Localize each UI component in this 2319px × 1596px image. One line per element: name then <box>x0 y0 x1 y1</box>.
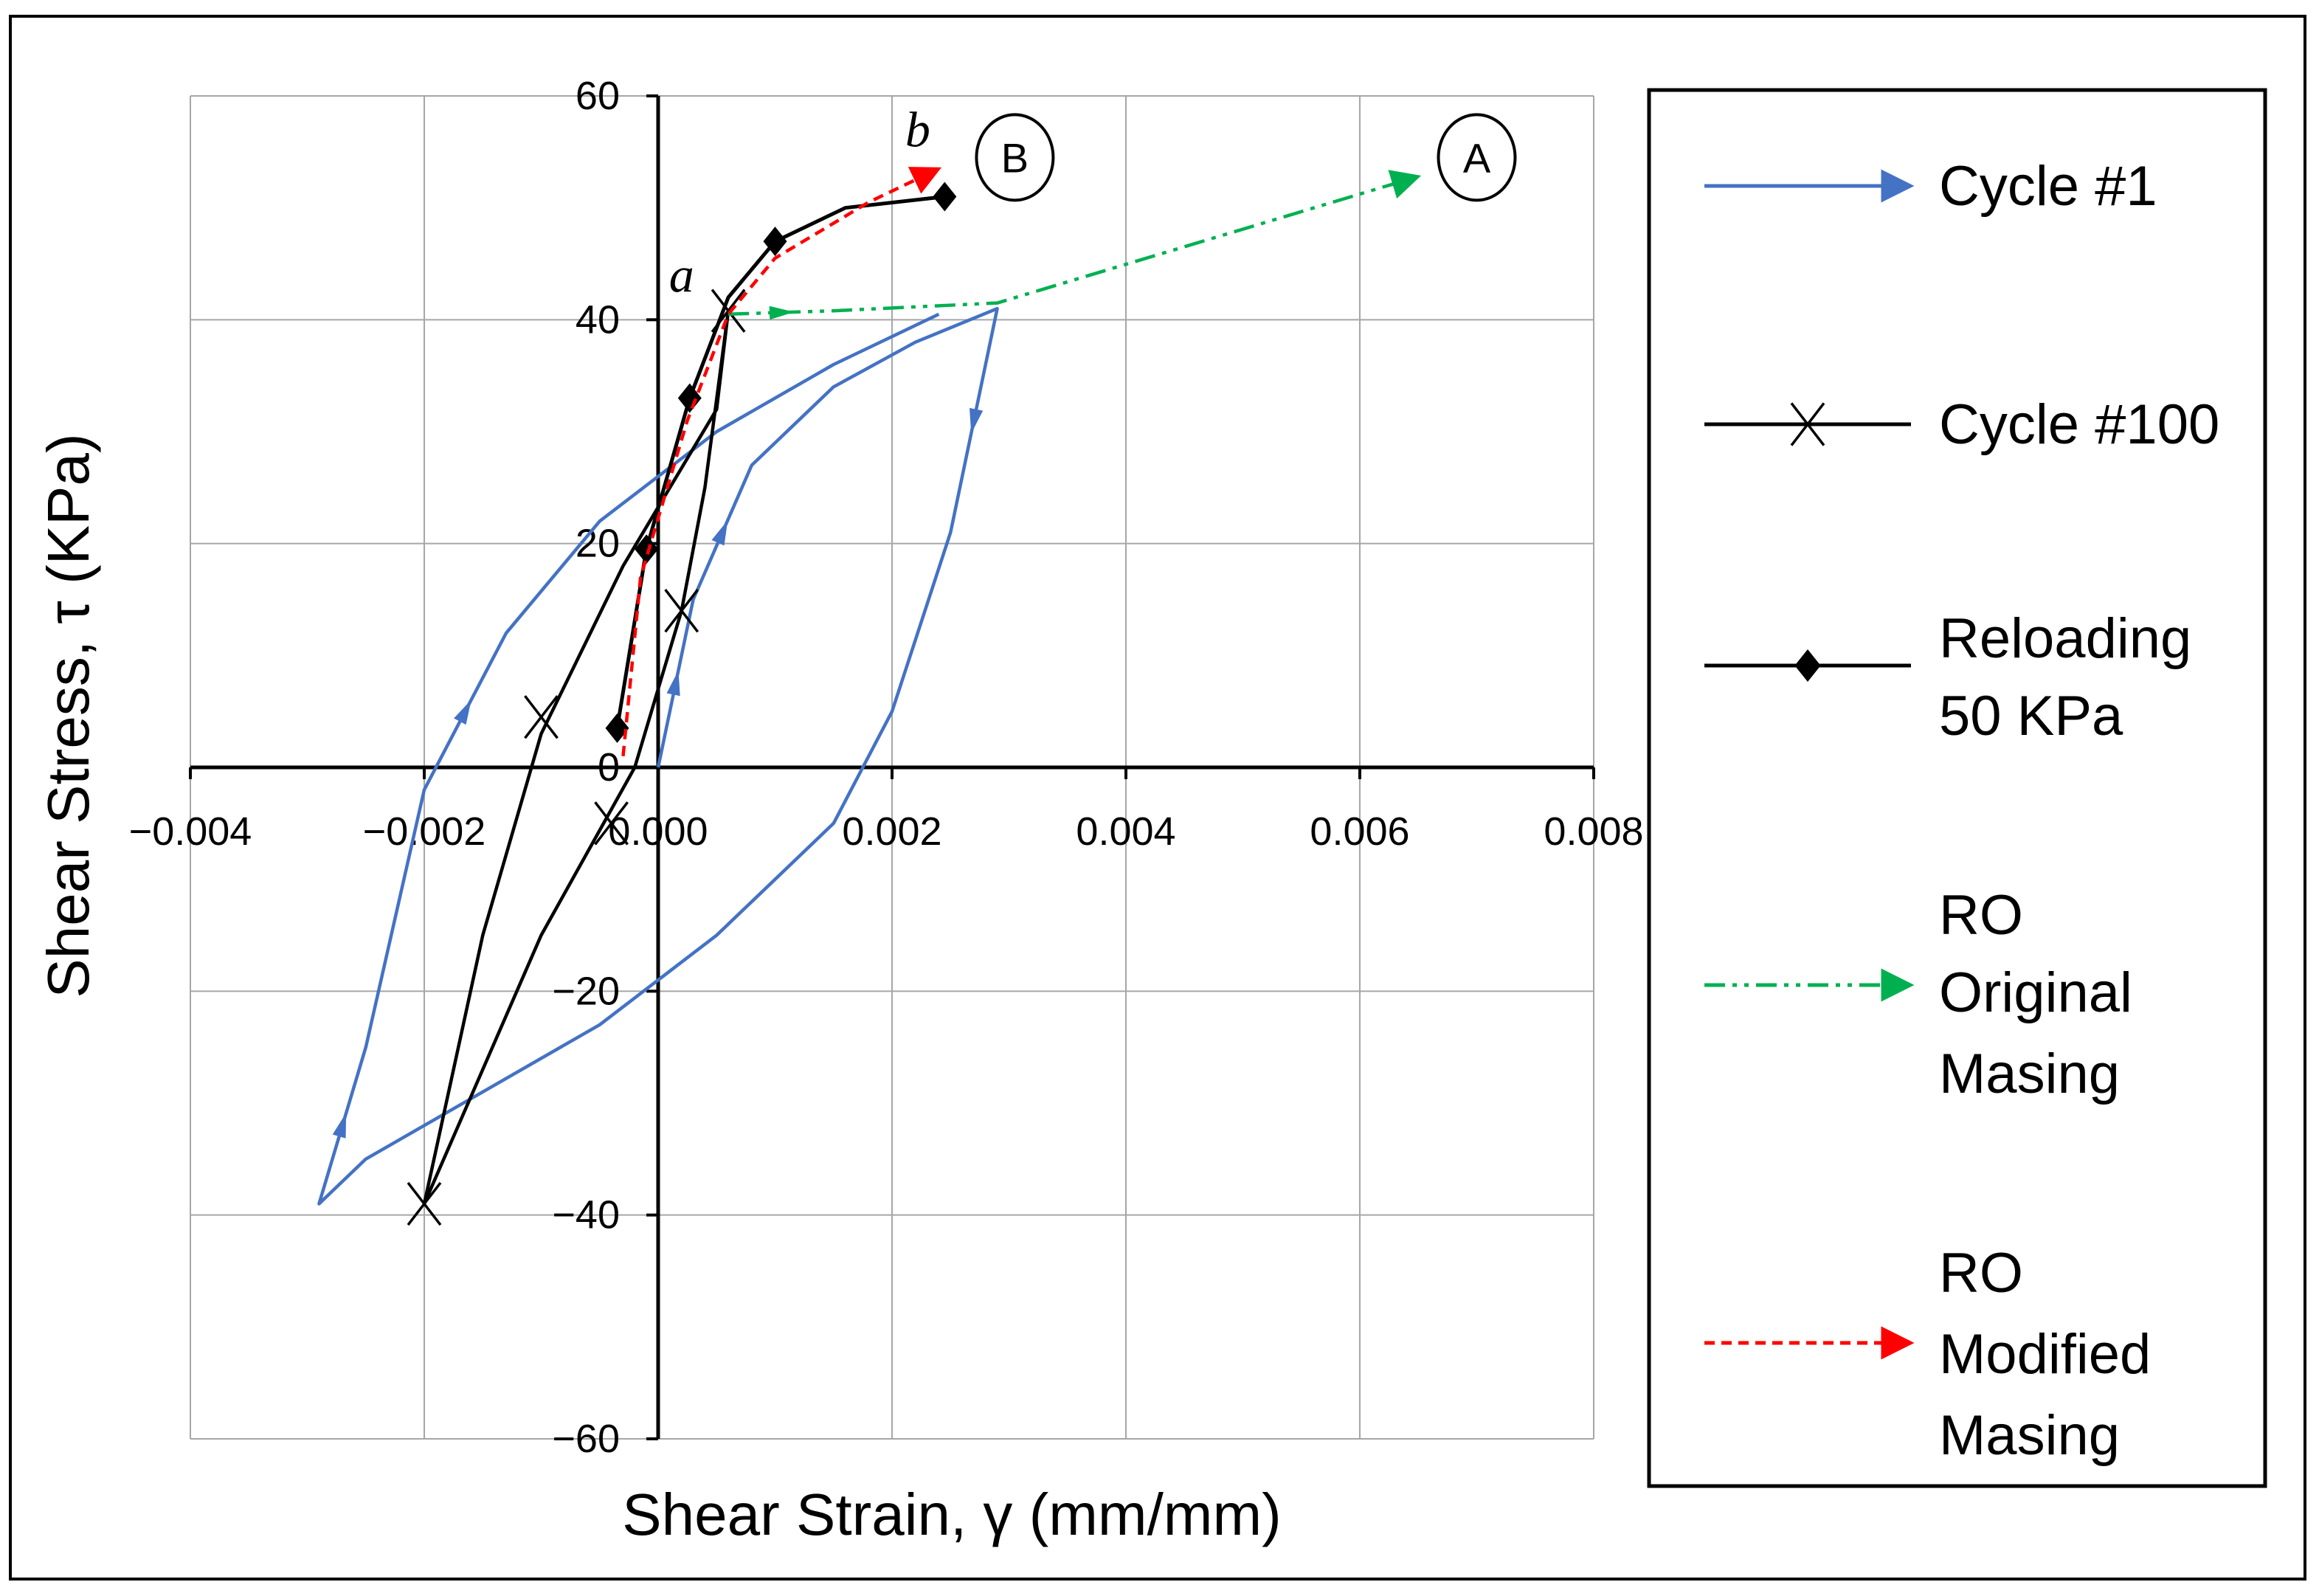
series-line-cycle-100 <box>422 310 730 1206</box>
legend-label: RO <box>1939 1242 2023 1305</box>
series-ro-modified <box>621 167 942 757</box>
cycle-1-direction-arrow-1 <box>711 519 728 546</box>
annotation-label-B: B <box>1001 134 1029 181</box>
legend-x-marker <box>1790 402 1825 446</box>
legend-item: Reloading 50 KPa <box>1704 607 2191 747</box>
legend-label: Original <box>1939 961 2132 1024</box>
legend-item: RO Modified Masing <box>1704 1242 2151 1467</box>
series-cycle-1 <box>317 306 999 1206</box>
grid <box>190 95 1594 1440</box>
cycle-1-direction-arrow-4 <box>332 1113 347 1139</box>
legend-box <box>1647 88 2267 1488</box>
series-line-ro-original <box>728 170 1422 317</box>
annotation-circle-A <box>1437 113 1517 202</box>
series-cycle-100 <box>407 289 746 1226</box>
y-tick-label: 60 <box>576 74 620 118</box>
annotation-circle-B <box>975 113 1055 202</box>
y-tick-label: −60 <box>552 1417 620 1461</box>
legend-diamond-marker <box>1794 649 1821 682</box>
reloading-diamond-marker-0 <box>605 713 629 743</box>
legend-label: 50 KPa <box>1939 685 2123 747</box>
annotation-label-A: A <box>1463 134 1491 181</box>
x-tick-label: 0.002 <box>842 809 941 854</box>
legend-item: Cycle #100 <box>1704 393 2219 456</box>
legend-label: Reloading <box>1939 607 2191 670</box>
legend-label: Cycle #1 <box>1939 155 2157 218</box>
legend-label: Masing <box>1939 1043 2120 1105</box>
y-tick-label: 0 <box>598 745 620 790</box>
x-axis-label: Shear Strain, γ (mm/mm) <box>622 1482 1281 1547</box>
reloading-diamond-marker-2 <box>677 383 702 413</box>
legend-label: Cycle #100 <box>1939 393 2219 456</box>
reloading-diamond-marker-6 <box>933 182 957 212</box>
x-tick-label: 0.000 <box>608 809 708 854</box>
x-tick-labels: −0.004 −0.002 0.000 0.002 0.004 0.006 0.008 <box>129 809 1644 854</box>
cycle-1-direction-arrow-2 <box>970 407 984 434</box>
y-tick-label: 40 <box>576 297 620 342</box>
cycle-100-x-marker-4 <box>524 695 559 739</box>
legend-item: RO Original Masing <box>1704 884 2132 1105</box>
cycle-1-direction-arrow-3 <box>454 699 471 725</box>
legend-item: Cycle #1 <box>1704 155 2157 218</box>
series-layer <box>317 167 1422 1226</box>
ro-original-direction-arrow <box>769 305 795 320</box>
cycle-100-x-marker-1 <box>664 589 699 633</box>
cycle-1-direction-arrow-0 <box>666 670 680 697</box>
y-axis-label: Shear Stress, τ (KPa) <box>35 433 101 998</box>
series-reloading <box>605 182 957 743</box>
reloading-diamond-marker-1 <box>635 534 659 564</box>
y-tick-label: −20 <box>552 969 620 1013</box>
annotation-label-b: b <box>905 101 930 157</box>
series-line-ro-modified <box>621 167 942 757</box>
cycle-100-x-marker-3 <box>407 1181 442 1226</box>
x-tick-label: 0.008 <box>1544 809 1643 854</box>
series-ro-original <box>728 170 1422 320</box>
legend-label: Modified <box>1939 1323 2151 1386</box>
series-line-reloading <box>615 195 945 729</box>
x-tick-label: 0.004 <box>1076 809 1175 854</box>
x-tick-label: 0.006 <box>1310 809 1409 854</box>
annotations: A Ba b <box>669 101 1517 303</box>
cycle-100-x-marker-2 <box>594 801 629 846</box>
legend-label: RO <box>1939 884 2023 947</box>
x-tick-label: −0.002 <box>363 809 486 854</box>
chart-frame <box>9 15 2306 1581</box>
legend: Cycle #1 Cycle #100 Reloading 50 KPa RO Origi… <box>1647 88 2267 1488</box>
series-line-cycle-1 <box>317 306 999 1206</box>
y-tick-label: −40 <box>552 1193 620 1237</box>
annotation-label-a: a <box>669 246 694 303</box>
x-tick-label: −0.004 <box>129 809 252 854</box>
reloading-diamond-marker-4 <box>763 227 787 257</box>
legend-label: Masing <box>1939 1404 2120 1467</box>
